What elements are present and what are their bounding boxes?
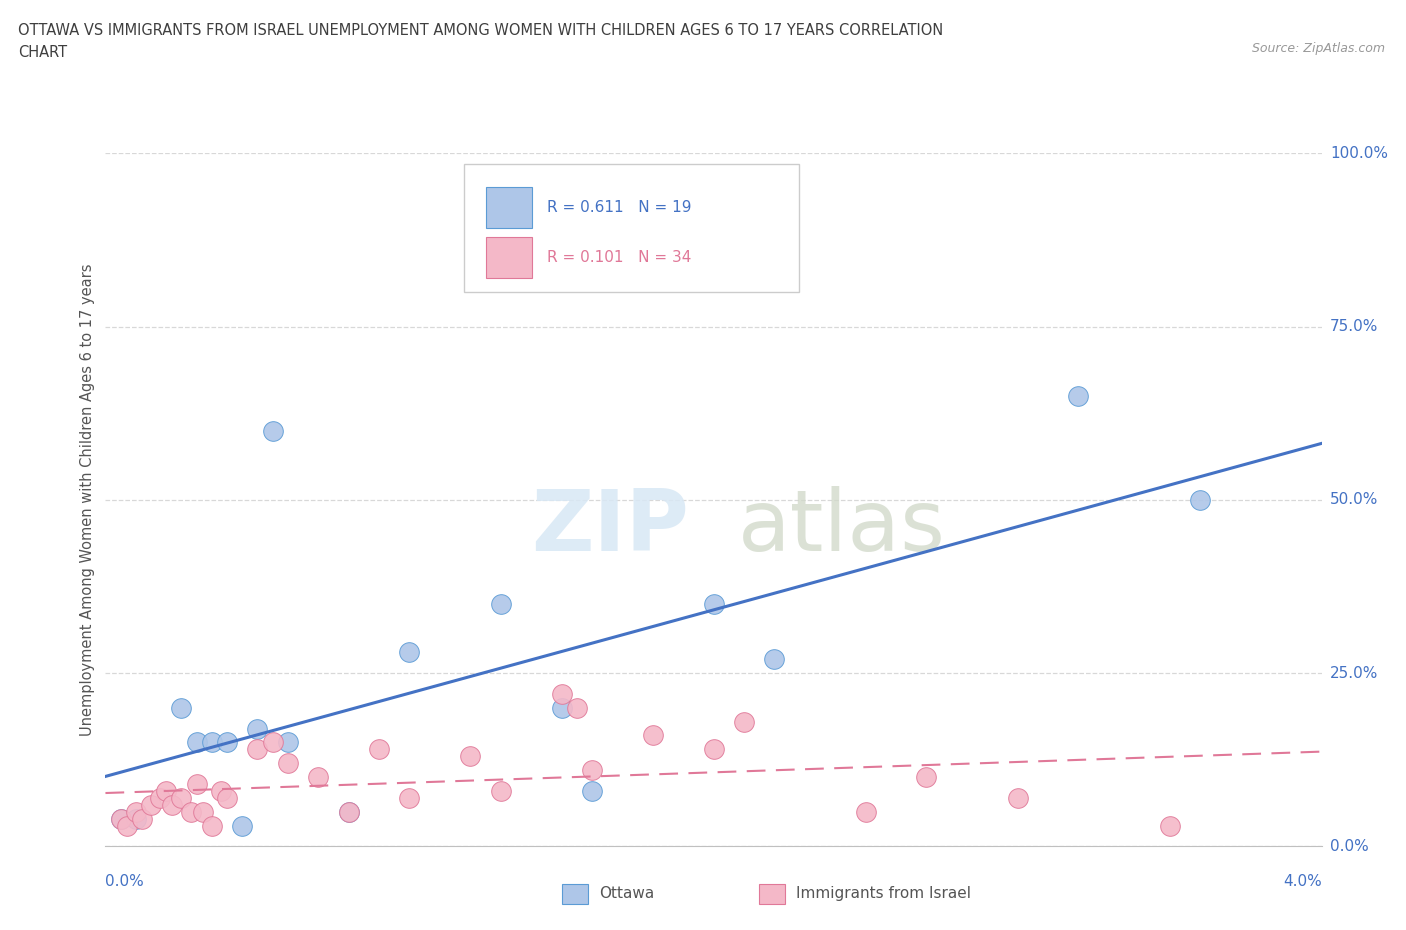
Point bbox=[550, 700, 572, 715]
Point bbox=[110, 811, 132, 826]
Point bbox=[1067, 389, 1090, 404]
Text: 25.0%: 25.0% bbox=[1330, 666, 1378, 681]
Y-axis label: Unemployment Among Women with Children Ages 6 to 17 years: Unemployment Among Women with Children A… bbox=[80, 263, 94, 737]
Point bbox=[337, 804, 360, 819]
Point bbox=[170, 700, 193, 715]
Bar bbox=[486, 236, 533, 278]
Text: atlas: atlas bbox=[738, 486, 946, 569]
Text: 0.0%: 0.0% bbox=[105, 874, 145, 889]
Point bbox=[155, 783, 177, 798]
Point bbox=[398, 644, 420, 659]
Bar bbox=[486, 187, 533, 228]
Point bbox=[702, 596, 725, 611]
Text: Source: ZipAtlas.com: Source: ZipAtlas.com bbox=[1251, 42, 1385, 55]
Point bbox=[915, 770, 938, 785]
Point bbox=[641, 728, 664, 743]
Point bbox=[246, 721, 269, 736]
Point bbox=[702, 742, 725, 757]
Point bbox=[1007, 790, 1029, 805]
Text: 75.0%: 75.0% bbox=[1330, 319, 1378, 334]
Point bbox=[733, 714, 755, 729]
Point bbox=[1189, 493, 1212, 508]
Text: R = 0.611   N = 19: R = 0.611 N = 19 bbox=[547, 200, 692, 215]
Point bbox=[581, 783, 603, 798]
Point bbox=[277, 756, 299, 771]
Point bbox=[489, 596, 512, 611]
Point bbox=[186, 735, 208, 750]
Point bbox=[139, 797, 162, 812]
Point bbox=[110, 811, 132, 826]
Point bbox=[1159, 818, 1181, 833]
Point bbox=[855, 804, 877, 819]
Text: 50.0%: 50.0% bbox=[1330, 492, 1378, 508]
Point bbox=[398, 790, 420, 805]
Point bbox=[125, 811, 148, 826]
Point bbox=[217, 735, 239, 750]
Text: OTTAWA VS IMMIGRANTS FROM ISRAEL UNEMPLOYMENT AMONG WOMEN WITH CHILDREN AGES 6 T: OTTAWA VS IMMIGRANTS FROM ISRAEL UNEMPLO… bbox=[18, 23, 943, 38]
Point bbox=[131, 811, 153, 826]
Text: Immigrants from Israel: Immigrants from Israel bbox=[796, 886, 970, 901]
Point bbox=[191, 804, 214, 819]
Point bbox=[368, 742, 391, 757]
Point bbox=[550, 686, 572, 701]
Point bbox=[115, 818, 138, 833]
Text: CHART: CHART bbox=[18, 45, 67, 60]
Text: Ottawa: Ottawa bbox=[599, 886, 654, 901]
Point bbox=[217, 790, 239, 805]
Point bbox=[262, 735, 284, 750]
Point bbox=[201, 735, 224, 750]
Point bbox=[337, 804, 360, 819]
FancyBboxPatch shape bbox=[464, 164, 799, 292]
Point bbox=[125, 804, 148, 819]
Point bbox=[277, 735, 299, 750]
Point bbox=[246, 742, 269, 757]
Point bbox=[458, 749, 481, 764]
Point bbox=[162, 797, 184, 812]
Point bbox=[307, 770, 329, 785]
Point bbox=[170, 790, 193, 805]
Point bbox=[209, 783, 232, 798]
Text: 4.0%: 4.0% bbox=[1282, 874, 1322, 889]
Text: 0.0%: 0.0% bbox=[1330, 839, 1368, 854]
Point bbox=[186, 777, 208, 791]
Point bbox=[581, 763, 603, 777]
Point bbox=[489, 783, 512, 798]
Point bbox=[180, 804, 202, 819]
Point bbox=[149, 790, 172, 805]
Text: ZIP: ZIP bbox=[531, 486, 689, 569]
Point bbox=[763, 652, 786, 667]
Text: R = 0.101   N = 34: R = 0.101 N = 34 bbox=[547, 250, 692, 265]
Point bbox=[262, 423, 284, 438]
Point bbox=[231, 818, 253, 833]
Text: 100.0%: 100.0% bbox=[1330, 146, 1388, 161]
Point bbox=[201, 818, 224, 833]
Point bbox=[565, 700, 588, 715]
